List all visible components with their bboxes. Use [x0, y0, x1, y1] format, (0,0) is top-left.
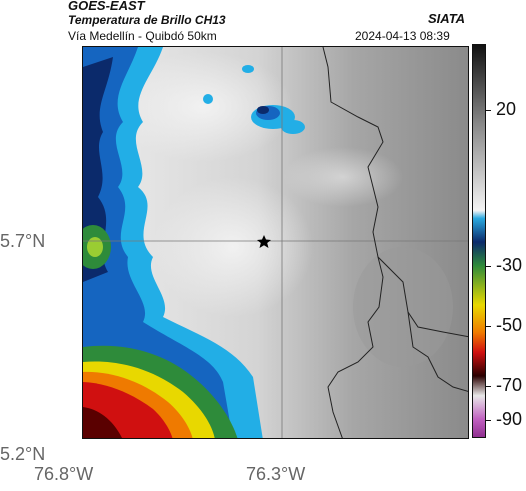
- boundary-line: [407, 311, 468, 392]
- product-title: Temperatura de Brillo CH13: [68, 13, 226, 27]
- cbar-label-20: 20: [496, 99, 517, 119]
- lat-label-top: 5.7°N: [0, 231, 46, 251]
- cbar-label-minus90: -90: [496, 409, 523, 429]
- cbar-tickmark: [486, 326, 491, 327]
- cbar-tickmark: [486, 266, 491, 267]
- colorbar: [472, 44, 486, 438]
- cbar-label-minus50: -50: [496, 315, 523, 335]
- cbar-tickmark: [486, 386, 491, 387]
- satellite-map[interactable]: [82, 46, 469, 439]
- star-icon: [257, 235, 271, 248]
- map-canvas: [83, 47, 468, 438]
- organization-label: SIATA: [428, 11, 466, 26]
- cold-cloud-blue: [83, 47, 233, 438]
- boundary-line: [327, 256, 384, 438]
- lon-label-left: 76.8°W: [34, 464, 94, 484]
- cbar-tickmark: [486, 110, 491, 111]
- lat-label-bottom: 5.2°N: [0, 444, 46, 464]
- satellite-label: GOES-EAST: [68, 0, 145, 13]
- region-subtitle: Vía Medellín - Quibdó 50km: [68, 29, 217, 43]
- cbar-tickmark: [486, 420, 491, 421]
- cbar-label-minus70: -70: [496, 375, 523, 395]
- cbar-label-minus30: -30: [496, 255, 523, 275]
- lon-label-right: 76.3°W: [246, 464, 306, 484]
- boundary-line: [322, 47, 468, 338]
- colorbar-scale: [473, 45, 485, 437]
- timestamp: 2024-04-13 08:39: [355, 29, 450, 43]
